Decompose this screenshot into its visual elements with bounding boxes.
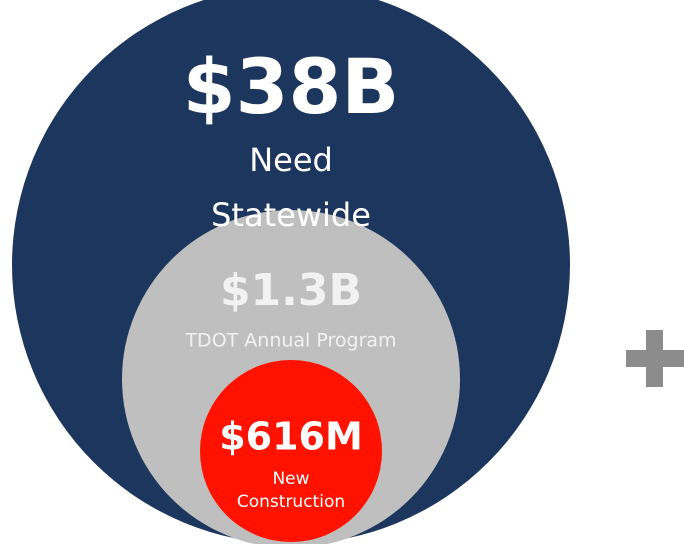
inner-circle <box>200 360 382 542</box>
inner-label: Construction <box>237 492 345 512</box>
outer-value: $38B <box>183 42 400 131</box>
middle-label: TDOT Annual Program <box>184 330 396 352</box>
plus-icon <box>626 330 684 387</box>
outer-label: Statewide <box>211 196 371 234</box>
inner-value: $616M <box>219 415 363 459</box>
outer-label: Need <box>249 141 333 179</box>
middle-value: $1.3B <box>220 265 362 316</box>
inner-label: New <box>272 469 309 489</box>
